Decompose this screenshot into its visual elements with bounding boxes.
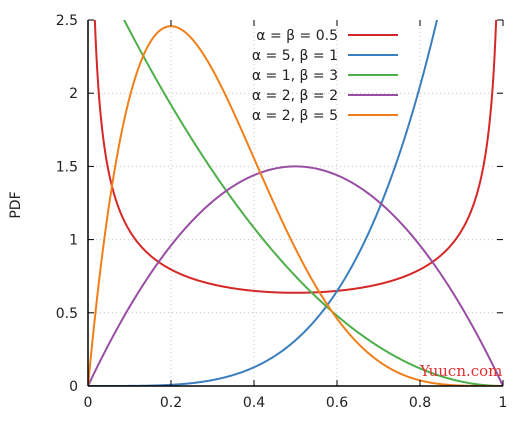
y-tick-label: 2 [69,86,78,102]
legend-label: α = 2, β = 5 [252,108,338,124]
x-tick-label: 0.6 [326,395,348,411]
x-tick-label: 0.8 [409,395,431,411]
y-tick-label: 2.5 [56,13,78,29]
x-tick-label: 0.4 [243,395,265,411]
y-tick-label: 0 [69,379,78,395]
x-tick-label: 0 [84,395,93,411]
axes [87,20,503,387]
series-line-4 [88,165,503,386]
legend-label: α = β = 0.5 [256,28,338,44]
y-axis-label: PDF [8,191,24,218]
legend-label: α = 1, β = 3 [252,68,338,84]
series-line-5 [88,25,503,386]
grid [88,20,503,386]
x-tick-label: 1 [499,395,508,411]
legend: α = β = 0.5 α = 5, β = 1 α = 1, β = 3 α = 2… [252,28,398,124]
y-tick-label: 1 [69,233,78,249]
y-tick-label: 0.5 [56,306,78,322]
x-tick-label: 0.2 [160,395,182,411]
watermark-text: Yuucn.com [419,362,502,380]
x-ticks: 0 0.2 0.4 0.6 0.8 1 [84,20,508,411]
legend-label: α = 5, β = 1 [252,48,338,64]
legend-label: α = 2, β = 2 [252,88,338,104]
y-tick-label: 1.5 [56,159,78,175]
series-line-1 [93,20,498,294]
y-ticks: 0 0.5 1 1.5 2 2.5 [56,13,503,395]
series-line-3 [123,20,503,386]
